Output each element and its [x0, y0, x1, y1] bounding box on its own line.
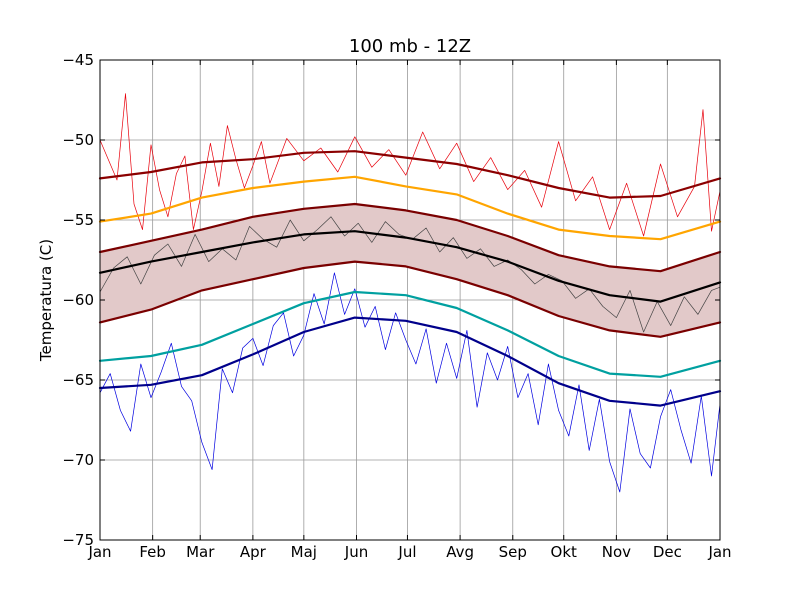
- series-line-6: [98, 316, 722, 407]
- x-tick-label: Mar: [186, 543, 215, 561]
- series-line-3: [98, 202, 722, 273]
- series-line-1: [98, 175, 722, 241]
- x-axis-ticks: Jan Feb Mar Apr Maj Jun Jul Avg Sep Okt Nov Dec Jan: [87, 60, 732, 561]
- x-tick-label: Sep: [499, 543, 527, 561]
- y-tick-label: −50: [62, 131, 94, 149]
- chart-title: 100 mb - 12Z: [349, 36, 471, 57]
- series-lines: [98, 93, 722, 493]
- x-tick-label: Maj: [291, 543, 317, 561]
- x-tick-label: Jan: [87, 543, 111, 561]
- x-tick-label: Jan: [707, 543, 731, 561]
- x-tick-label: Dec: [653, 543, 682, 561]
- y-tick-label: −75: [62, 531, 94, 549]
- x-tick-label: Avg: [446, 543, 474, 561]
- percentile-band: [100, 204, 720, 337]
- band-fill: [100, 204, 720, 337]
- x-tick-label: Jul: [397, 543, 416, 561]
- series-line-7: [99, 93, 721, 237]
- x-tick-label: Apr: [240, 543, 267, 561]
- series-line-4: [98, 260, 722, 338]
- x-tick-label: Feb: [139, 543, 166, 561]
- y-tick-label: −60: [62, 291, 94, 309]
- series-line-5: [98, 290, 722, 378]
- x-tick-label: Okt: [551, 543, 577, 561]
- y-axis-ticks: −45 −50 −55 −60 −65 −70 −75: [62, 51, 720, 549]
- y-axis-label: Temperatura (C): [37, 239, 55, 362]
- x-tick-label: Nov: [602, 543, 631, 561]
- x-tick-label: Jun: [344, 543, 368, 561]
- y-tick-label: −65: [62, 371, 94, 389]
- series-line-2: [98, 230, 722, 303]
- y-tick-label: −70: [62, 451, 94, 469]
- series-line-0: [98, 150, 722, 199]
- y-tick-label: −55: [62, 211, 94, 229]
- series-line-9: [99, 272, 721, 493]
- y-tick-label: −45: [62, 51, 94, 69]
